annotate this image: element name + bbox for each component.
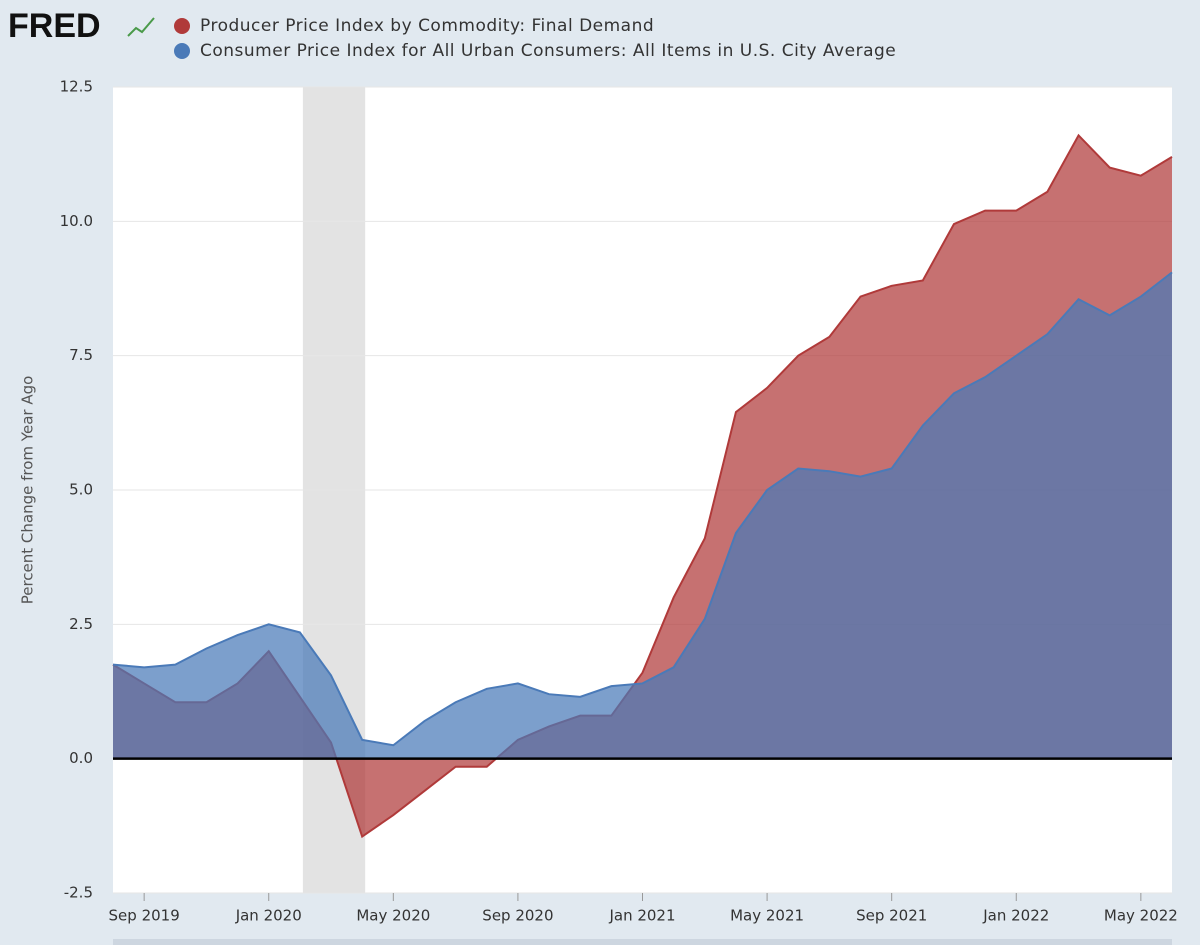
x-tick-label: Sep 2020 <box>482 907 553 925</box>
area-fill <box>113 272 1172 759</box>
y-tick-label: 10.0 <box>60 212 93 230</box>
legend-marker <box>174 43 190 59</box>
y-tick-label: 0.0 <box>69 749 93 767</box>
x-tick-label: May 2020 <box>356 907 430 925</box>
y-axis-label: Percent Change from Year Ago <box>19 376 37 605</box>
legend-marker <box>174 18 190 34</box>
legend-label: Producer Price Index by Commodity: Final… <box>200 16 654 36</box>
series-line <box>112 271 1173 747</box>
x-tick-label: Sep 2019 <box>109 907 180 925</box>
y-tick-label: 5.0 <box>69 481 93 499</box>
x-tick-label: Jan 2020 <box>235 907 302 925</box>
scrollbar <box>113 939 1172 945</box>
logo: FRED <box>8 7 101 45</box>
x-tick-label: May 2021 <box>730 907 804 925</box>
x-tick-label: Jan 2021 <box>608 907 675 925</box>
x-tick-label: Jan 2022 <box>982 907 1049 925</box>
y-tick-label: 7.5 <box>69 346 93 364</box>
y-tick-label: -2.5 <box>64 884 93 902</box>
legend-label: Consumer Price Index for All Urban Consu… <box>200 41 896 61</box>
logo-icon <box>127 17 155 37</box>
x-tick-label: May 2022 <box>1104 907 1178 925</box>
x-tick-label: Sep 2021 <box>856 907 927 925</box>
y-tick-label: 12.5 <box>60 78 93 96</box>
y-tick-label: 2.5 <box>69 615 93 633</box>
